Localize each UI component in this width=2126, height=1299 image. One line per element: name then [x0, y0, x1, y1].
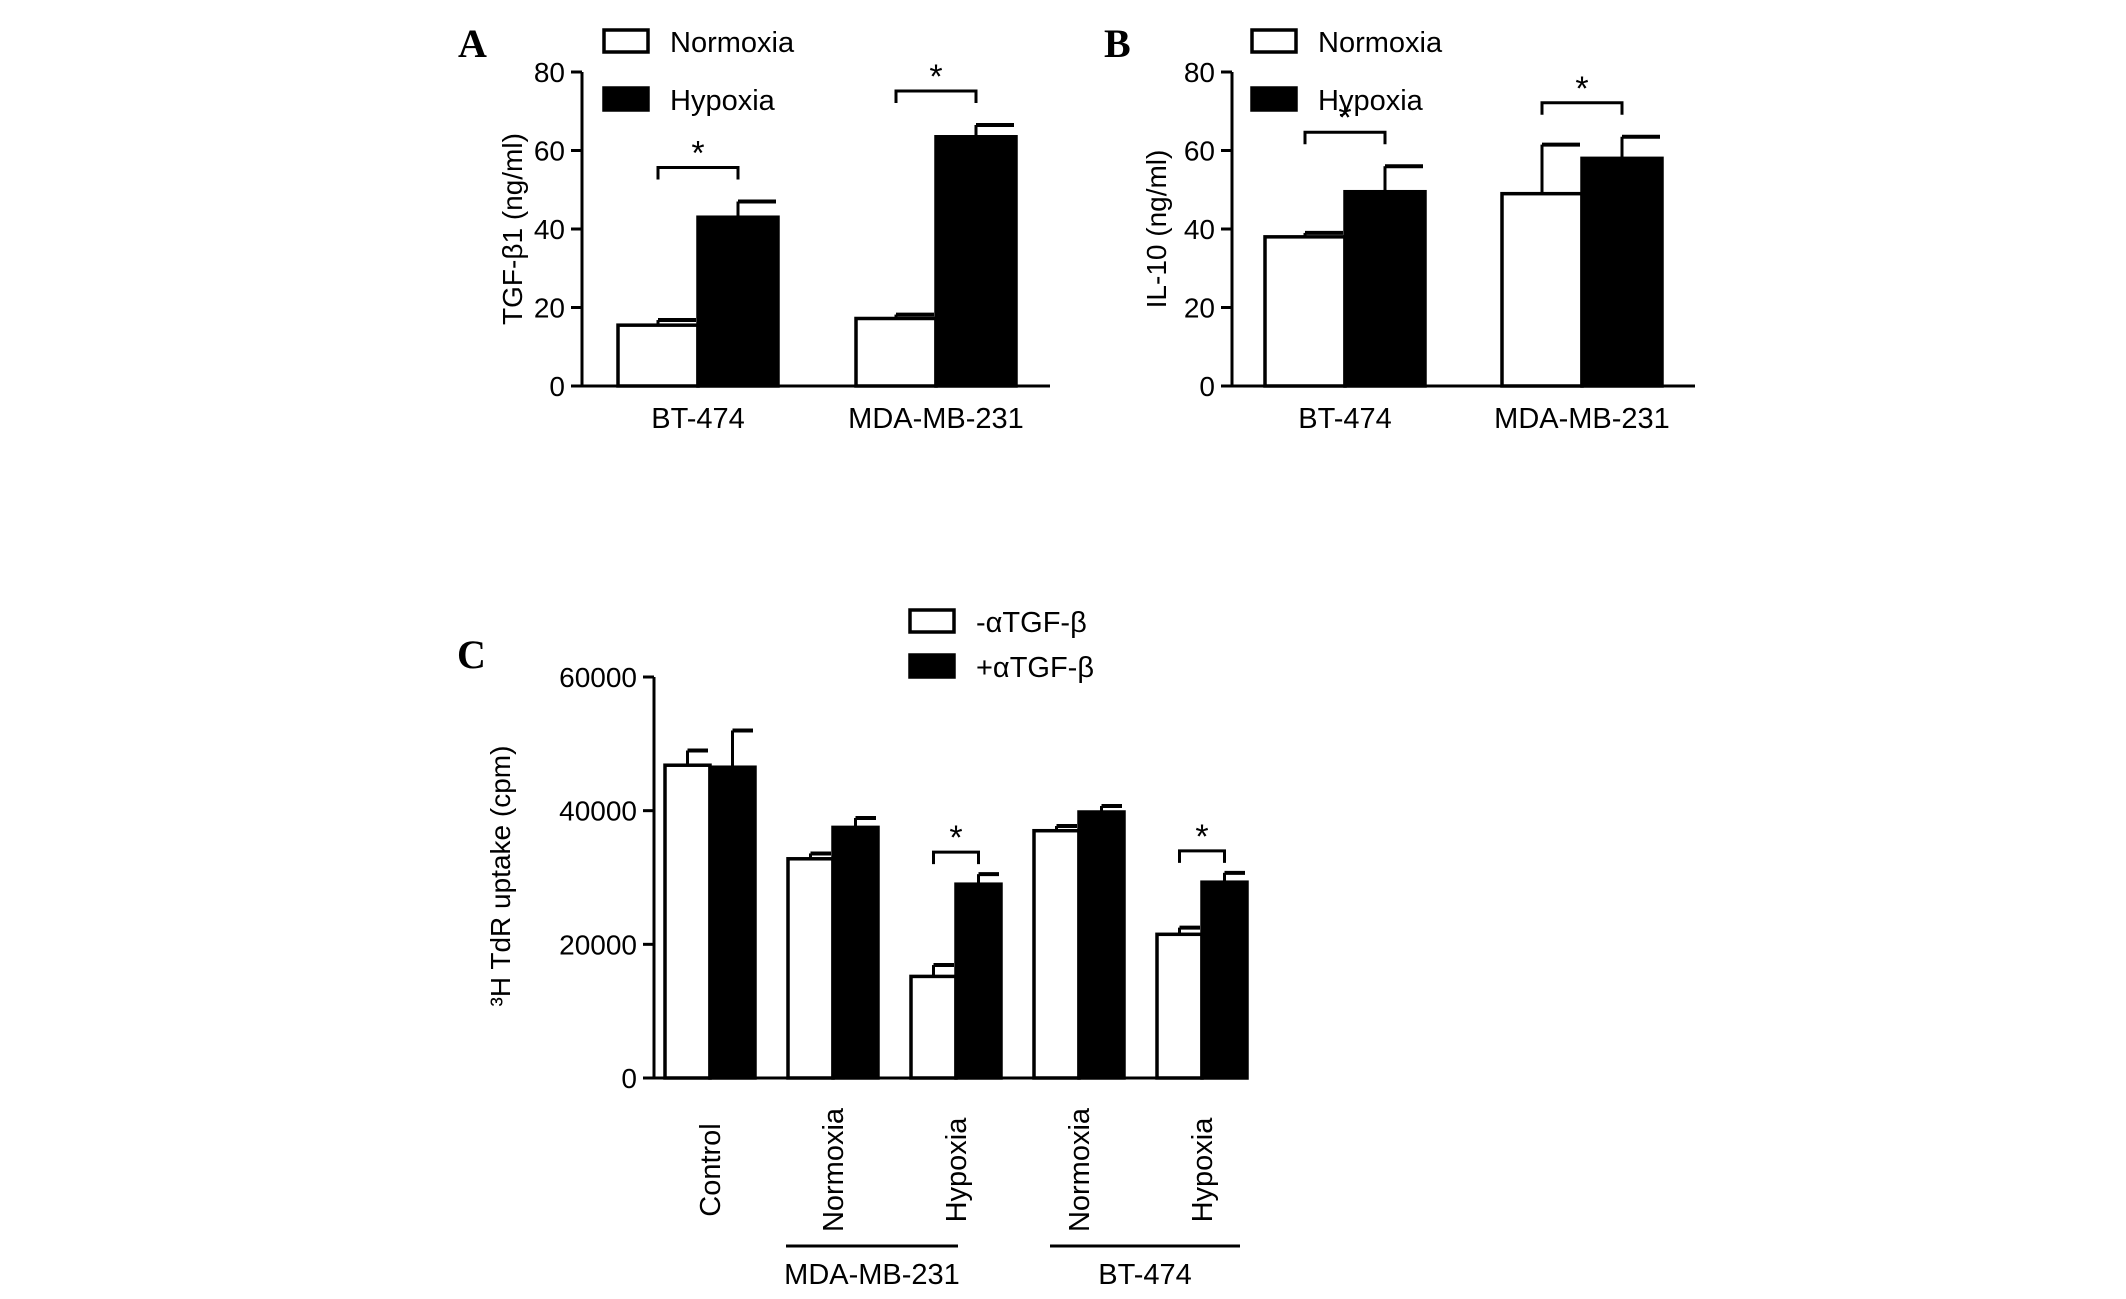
chart-panel-c: C 0 20000 40000 60000 ³H TdR uptake (cpm) Cont…: [457, 607, 1249, 1291]
x-category-label: BT-474: [1298, 403, 1392, 435]
legend-label: Normoxia: [1318, 27, 1443, 59]
significance-star: *: [691, 135, 704, 173]
y-tick-label: 80: [534, 57, 565, 88]
x-category-label: Hypoxia: [1187, 1117, 1219, 1223]
bar: [1155, 932, 1204, 1080]
y-tick-label: 40000: [559, 796, 637, 827]
legend-label: Hypoxia: [670, 85, 776, 117]
bar: [1077, 810, 1126, 1080]
y-tick-label: 60: [1184, 136, 1215, 167]
group-label: BT-474: [1098, 1259, 1192, 1291]
significance-bracket: [656, 166, 740, 180]
y-tick-label: 0: [549, 371, 565, 402]
panel-letter: A: [458, 21, 487, 66]
x-category-label: Normoxia: [818, 1107, 850, 1232]
bar: [909, 974, 958, 1080]
legend-swatch: [908, 653, 956, 679]
panel-letter: B: [1104, 21, 1131, 66]
significance-bracket: [1303, 130, 1387, 145]
legend-label: -αTGF-β: [976, 607, 1087, 639]
legend-swatch: [602, 28, 650, 54]
significance-star: *: [949, 819, 962, 857]
legend-label: Hypoxia: [1318, 85, 1424, 117]
bar: [934, 135, 1018, 388]
bar: [696, 215, 780, 388]
significance-star: *: [929, 58, 942, 96]
bar: [954, 882, 1003, 1080]
bar: [708, 765, 757, 1080]
y-axis-title: TGF-β1 (ng/ml): [497, 133, 528, 325]
chart-panel-b: B 0 20 40 60 80 IL-10 (ng/ml) * BT-474 * MDA-MB-23…: [1104, 21, 1695, 435]
legend-swatch: [602, 86, 650, 112]
y-tick-label: 0: [1199, 371, 1215, 402]
y-tick-label: 80: [1184, 57, 1215, 88]
x-category-label: BT-474: [651, 403, 745, 435]
panel-letter: C: [457, 632, 486, 677]
bar: [1200, 880, 1249, 1080]
bar: [831, 825, 880, 1080]
bar: [1032, 828, 1081, 1080]
chart-panel-a: A 0 20 40 60 80 TGF-β1 (ng/ml) * BT-474 * MDA-MB-2…: [458, 21, 1050, 435]
significance-bracket: [1178, 849, 1226, 863]
bar: [616, 323, 700, 388]
legend-swatch: [908, 608, 956, 634]
y-tick-label: 20000: [559, 929, 637, 960]
x-category-label: Control: [695, 1123, 727, 1217]
x-category-label: MDA-MB-231: [848, 403, 1024, 435]
bar: [1500, 191, 1584, 388]
y-tick-label: 40: [1184, 214, 1215, 245]
legend: -αTGF-β +αTGF-β: [908, 607, 1094, 684]
significance-star: *: [1195, 818, 1208, 856]
bar: [1343, 189, 1427, 388]
y-axis-title: ³H TdR uptake (cpm): [485, 746, 516, 1007]
bar: [1263, 235, 1347, 388]
bar: [1580, 156, 1664, 388]
legend-swatch: [1250, 86, 1298, 112]
legend-label: Normoxia: [670, 27, 795, 59]
y-tick-label: 20: [534, 293, 565, 324]
bar: [854, 316, 938, 388]
significance-bracket: [1540, 101, 1624, 115]
x-category-label: Normoxia: [1064, 1107, 1096, 1232]
y-axis-title: IL-10 (ng/ml): [1141, 150, 1172, 309]
significance-star: *: [1575, 70, 1588, 108]
significance-bracket: [894, 89, 978, 103]
bar: [663, 763, 712, 1080]
bar: [786, 857, 835, 1080]
significance-star: *: [1338, 99, 1351, 137]
y-tick-label: 60000: [559, 662, 637, 693]
x-category-label: MDA-MB-231: [1494, 403, 1670, 435]
y-tick-label: 20: [1184, 293, 1215, 324]
legend: Normoxia Hypoxia: [1250, 27, 1443, 117]
group-label: MDA-MB-231: [784, 1259, 960, 1291]
y-tick-label: 40: [534, 214, 565, 245]
legend: Normoxia Hypoxia: [602, 27, 795, 117]
significance-bracket: [932, 850, 980, 865]
y-tick-label: 60: [534, 136, 565, 167]
legend-swatch: [1250, 28, 1298, 54]
x-category-label: Hypoxia: [941, 1117, 973, 1223]
legend-label: +αTGF-β: [976, 652, 1094, 684]
y-tick-label: 0: [621, 1063, 637, 1094]
